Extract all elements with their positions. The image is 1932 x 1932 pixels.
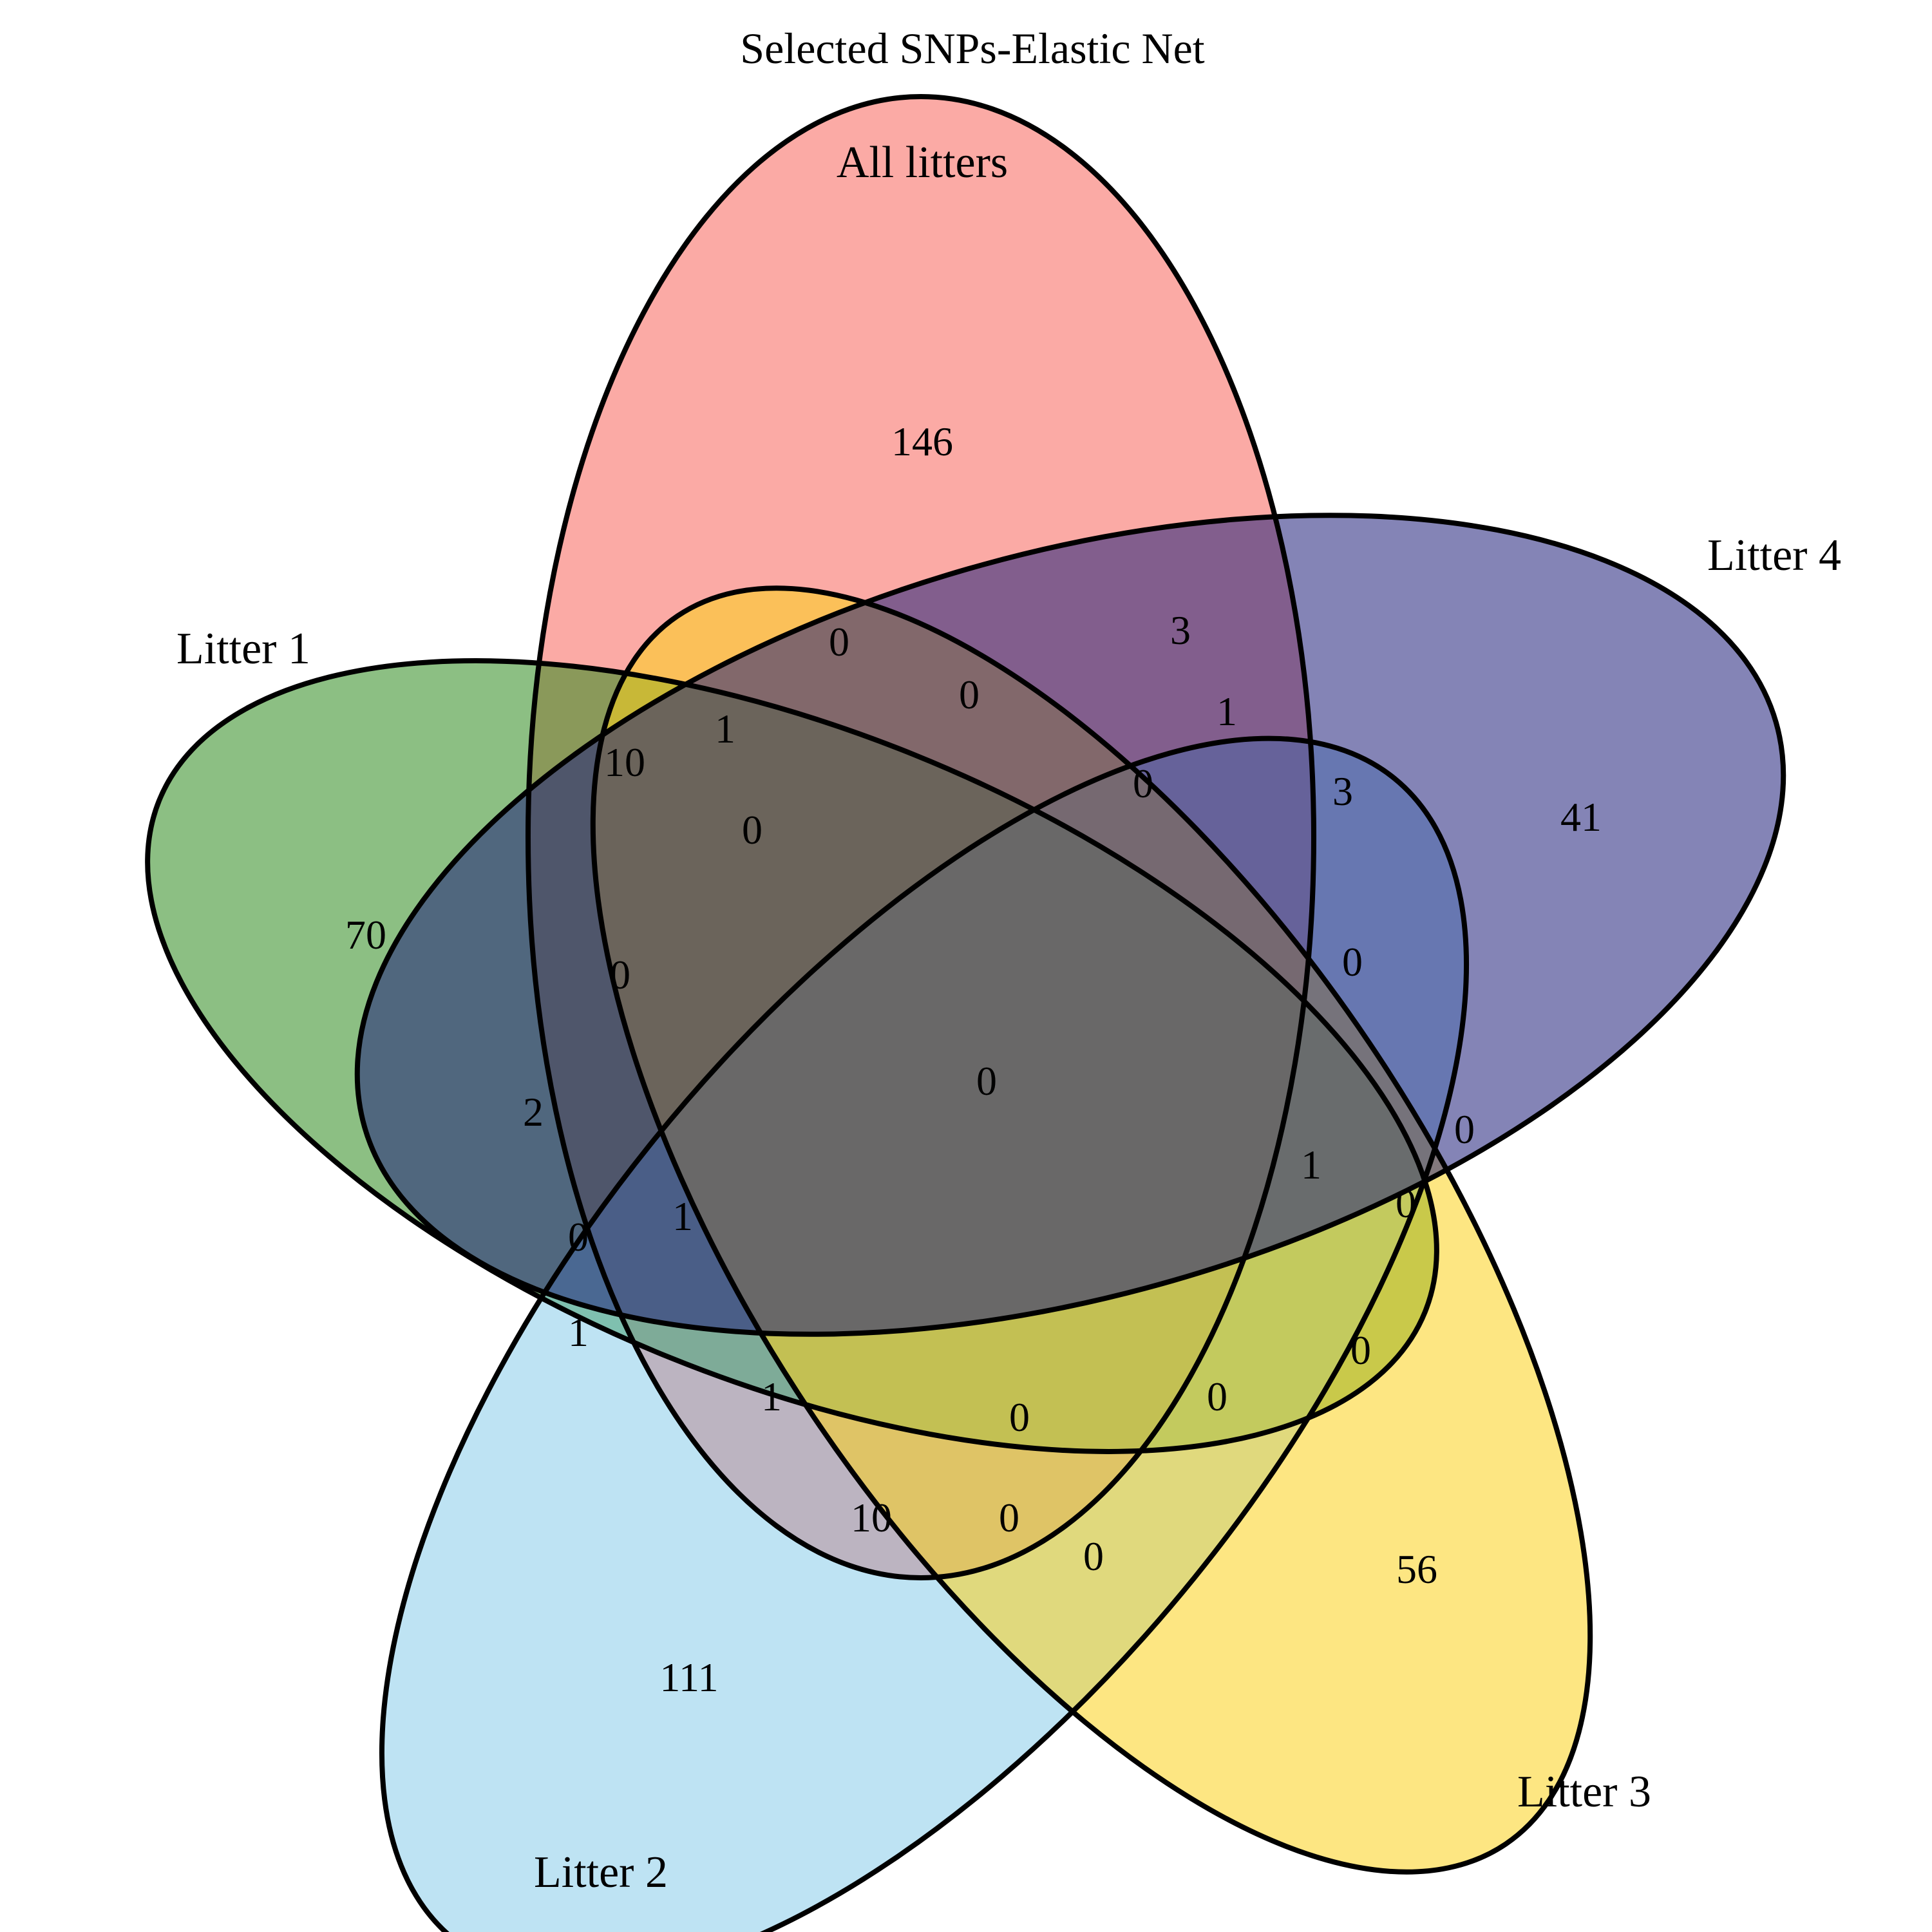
count-l1-l2: 1 bbox=[568, 1309, 589, 1355]
count-all-l2-l3-l4: 0 bbox=[1133, 761, 1153, 806]
count-all-l2-l4: 1 bbox=[1217, 688, 1237, 734]
diagram-title: Selected SNPs-Elastic Net bbox=[740, 24, 1205, 73]
outline-litter-3 bbox=[590, 585, 1593, 1875]
count-l1-l3: 0 bbox=[1207, 1374, 1227, 1419]
count-all-only: 146 bbox=[891, 419, 953, 464]
count-all-five: 0 bbox=[976, 1058, 997, 1104]
count-l1-l2-l3: 0 bbox=[1350, 1327, 1371, 1373]
count-all-l1-l2: 1 bbox=[761, 1374, 782, 1419]
outline-litter-4 bbox=[354, 513, 1786, 1337]
count-l3-l4: 0 bbox=[1454, 1106, 1475, 1152]
count-litter-4-only: 41 bbox=[1560, 794, 1602, 840]
count-l2-l3-l4: 0 bbox=[1342, 939, 1363, 985]
count-all-l3-l4: 0 bbox=[959, 672, 980, 717]
set-labels: All litters Litter 1 Litter 2 Litter 3 L… bbox=[176, 138, 1841, 1897]
outline-all-litters bbox=[526, 94, 1316, 1580]
outline-litter-1 bbox=[145, 658, 1439, 1454]
count-l1-l2-l3-l4: 1 bbox=[672, 1193, 693, 1239]
set-label-litter-3: Litter 3 bbox=[1517, 1767, 1651, 1817]
count-all-l1: 10 bbox=[604, 739, 645, 785]
count-all-l1-l2-l4: 1 bbox=[1301, 1142, 1321, 1188]
count-litter-2-only: 111 bbox=[659, 1654, 718, 1700]
count-all-l1-l4: 0 bbox=[610, 952, 630, 998]
count-all-l1-l3-l4: 0 bbox=[742, 807, 762, 853]
count-litter-1-only: 70 bbox=[345, 912, 386, 958]
count-l2-l3: 0 bbox=[1396, 1180, 1416, 1226]
count-l1-l2-l4: 0 bbox=[568, 1214, 589, 1260]
count-all-l3: 0 bbox=[829, 619, 849, 665]
count-l2-l4: 3 bbox=[1332, 768, 1353, 814]
count-l2-l3-lower: 0 bbox=[1083, 1533, 1104, 1579]
count-all-l4: 3 bbox=[1170, 607, 1191, 653]
set-ellipses bbox=[147, 97, 1784, 1932]
set-label-litter-1: Litter 1 bbox=[176, 624, 310, 674]
count-all-l2-l3: 0 bbox=[999, 1495, 1019, 1540]
count-all-l2: 10 bbox=[851, 1495, 892, 1540]
count-all-l1-l3: 1 bbox=[715, 706, 735, 752]
region-counts: 146 70 111 56 41 0 3 10 1 0 1 3 0 0 0 0 … bbox=[345, 419, 1602, 1700]
set-label-litter-2: Litter 2 bbox=[534, 1848, 668, 1897]
outline-litter-2 bbox=[379, 735, 1470, 1932]
set-outlines bbox=[145, 94, 1786, 1932]
count-l1-l4: 2 bbox=[523, 1089, 544, 1135]
set-label-litter-4: Litter 4 bbox=[1707, 531, 1841, 580]
count-litter-3-only: 56 bbox=[1396, 1546, 1437, 1592]
count-all-l1-l2-l3: 0 bbox=[1009, 1394, 1030, 1440]
set-label-all-litters: All litters bbox=[837, 138, 1008, 187]
